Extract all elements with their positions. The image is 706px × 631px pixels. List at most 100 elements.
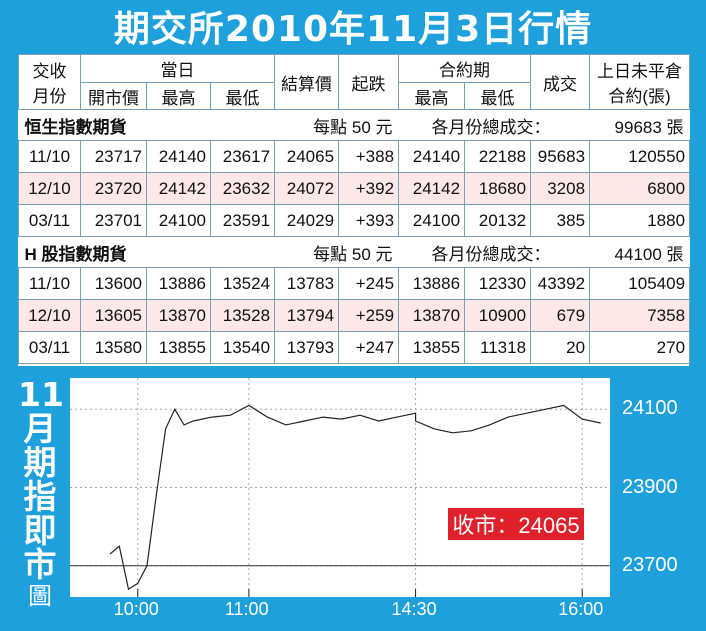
section-volume-label: 各月份總成交： (398, 109, 590, 141)
header-row-2: 開市價 最高 最低 最高 最低 (19, 82, 690, 110)
table-cell: 13855 (146, 331, 211, 364)
table-cell: 13540 (209, 331, 276, 364)
page-title: 期交所2010年11月3日行情 (113, 9, 593, 50)
table-cell: 7358 (589, 299, 691, 332)
table-cell: 13870 (398, 299, 466, 332)
table-cell: 13886 (146, 267, 211, 300)
y-tick-label: 23700 (622, 553, 678, 576)
header-period-low: 最低 (464, 82, 532, 110)
header-row-1: 交收 月份 當日 結算價 起跌 合約期 成交 上日未平倉 合約(張) (18, 54, 691, 110)
table-cell: 24029 (274, 204, 340, 237)
table-cell: 24100 (146, 204, 211, 237)
table-cell: 11/10 (18, 140, 81, 173)
x-tick-label: 14:30 (391, 599, 437, 619)
table-cell: 24065 (274, 140, 340, 173)
table-cell: 11318 (464, 331, 532, 364)
header-high: 最高 (146, 82, 211, 110)
table-cell: 24142 (146, 172, 211, 205)
y-tick-label: 24100 (622, 397, 678, 420)
table-cell: 13886 (398, 267, 466, 300)
x-tick-label: 10:00 (113, 599, 159, 619)
table-cell: 10900 (464, 299, 532, 332)
table-cell: 105409 (589, 267, 691, 300)
header-low: 最低 (209, 82, 276, 110)
table-cell: 20 (530, 331, 591, 364)
table-row: 11/10 23717 24140 23617 24065 +388 24140 22188 9… (18, 140, 691, 173)
table-cell: 24100 (398, 204, 466, 237)
table-cell: +393 (338, 204, 400, 237)
table-cell: 24142 (398, 172, 466, 205)
intraday-chart (70, 378, 610, 597)
table-cell: 24140 (146, 140, 211, 173)
table-cell: 12330 (464, 267, 532, 300)
header-settle: 結算價 (274, 54, 340, 110)
table-cell: 13855 (398, 331, 466, 364)
header-oi-line2: 合約(張) (608, 87, 671, 106)
table-cell: 95683 (530, 140, 591, 173)
table-cell: 120550 (589, 140, 691, 173)
x-tick-label: 11:00 (224, 599, 269, 619)
price-line (109, 404, 601, 591)
section-header-row: H 股指數期貨 每點 50 元各月份總成交： 44100 張 (18, 236, 690, 268)
table-cell: 13793 (274, 331, 340, 364)
table-cell: +259 (338, 299, 400, 332)
table-cell: +247 (338, 331, 400, 364)
table-cell: +245 (338, 267, 400, 300)
table-cell: 1880 (589, 204, 691, 237)
table-cell: 13870 (146, 299, 211, 332)
header-contract-period: 合約期 (398, 54, 532, 83)
table-cell: 20132 (464, 204, 532, 237)
header-change: 起跌 (338, 54, 400, 110)
table-row: 11/10 13600 13886 13524 13783 +245 13886 12330 4… (18, 267, 691, 300)
table-cell: 385 (530, 204, 591, 237)
chart-side-title: 11 月期指即市圖 (18, 375, 64, 618)
table-cell: 13605 (80, 299, 147, 332)
table-cell: 13528 (209, 299, 276, 332)
table-cell: 270 (589, 331, 691, 364)
table-cell: +392 (338, 172, 400, 205)
section-name: 恒生指數期貨 (18, 109, 275, 141)
section-per-point: 每點 50 元 (274, 236, 399, 268)
table-cell: 23720 (80, 172, 147, 205)
table-cell: 6800 (589, 172, 691, 205)
table-cell: 13600 (80, 267, 147, 300)
table-cell: 23617 (209, 140, 276, 173)
side-title-char: 指 (23, 477, 57, 516)
close-price-label: 收市：24065 (448, 508, 584, 540)
table-row: 12/10 23720 24142 23632 24072 +392 24142 18680 3… (18, 172, 691, 205)
table-cell: +388 (338, 140, 400, 173)
table-cell: 03/11 (18, 331, 81, 364)
table-row: 03/11 23701 24100 23591 24029 +393 24100 20132 3… (18, 204, 691, 237)
table-cell: 24072 (274, 172, 340, 205)
header-oi-line1: 上日未平倉 (597, 62, 683, 81)
table-cell: 13783 (274, 267, 340, 300)
table-cell: 22188 (464, 140, 532, 173)
table-row: 12/10 13605 13870 13528 13794 +259 13870 10900 6… (18, 299, 691, 332)
side-title-char: 期 (23, 443, 57, 482)
table-cell: 12/10 (18, 172, 81, 205)
side-title-char: 市 (23, 545, 57, 584)
table-cell: 3208 (530, 172, 591, 205)
side-title-char: 月 (23, 409, 57, 448)
x-tick-label: 16:00 (558, 599, 604, 619)
table-row: 03/11 13580 13855 13540 13793 +247 13855 11318 2… (18, 331, 691, 364)
table-cell: 12/10 (18, 299, 81, 332)
side-title-char: 即 (23, 511, 57, 550)
table-cell: 13580 (80, 331, 147, 364)
header-period-high: 最高 (398, 82, 466, 110)
header-open-interest: 上日未平倉 合約(張) (589, 54, 691, 110)
section-volume-total: 44100 張 (589, 236, 690, 268)
table-cell: 43392 (530, 267, 591, 300)
section-name: H 股指數期貨 (18, 236, 275, 268)
table-cell: 03/11 (18, 204, 81, 237)
header-same-day: 當日 (79, 54, 276, 83)
section-volume-label: 各月份總成交： (398, 236, 590, 268)
section-volume-total: 99683 張 (589, 109, 690, 141)
table-cell: 11/10 (18, 267, 81, 300)
side-title-char: 圖 (28, 582, 52, 610)
y-tick-label: 23900 (622, 475, 678, 498)
table-cell: 13524 (209, 267, 276, 300)
quotes-table: 交收 月份 當日 結算價 起跌 合約期 成交 上日未平倉 合約(張) 開市價 最… (18, 54, 691, 366)
side-title-char: 11 (18, 375, 64, 414)
section-per-point: 每點 50 元 (274, 109, 399, 141)
